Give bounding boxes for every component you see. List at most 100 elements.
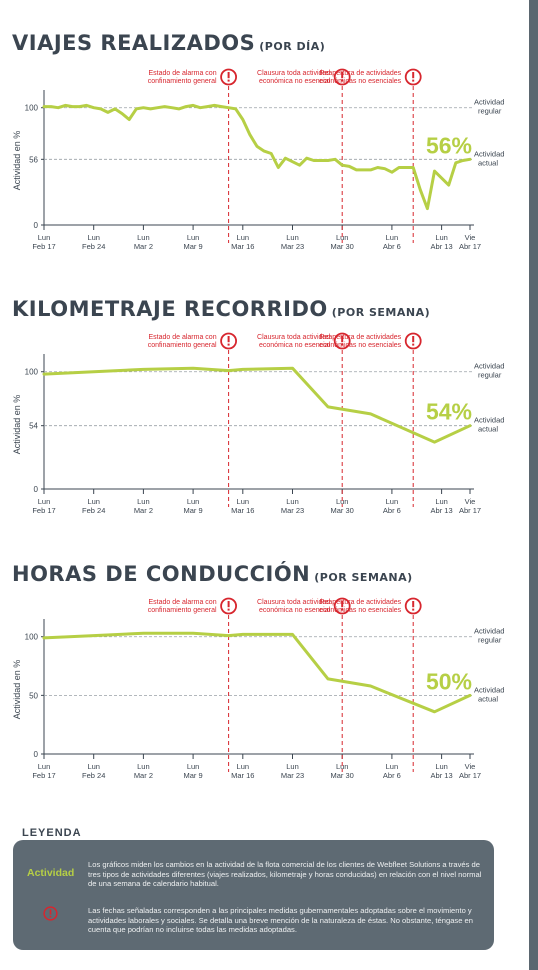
alert-icon <box>404 332 422 350</box>
x-tick-label-date: Mar 30 <box>331 242 354 251</box>
event-label: económicas no esenciales <box>319 342 402 349</box>
reference-label: Actividad <box>474 98 504 107</box>
event-label: Clausura toda actividad <box>257 70 330 77</box>
event-label: confinamiento general <box>148 78 217 85</box>
event-label: Clausura toda actividad <box>257 334 330 341</box>
legend-measures-text: Las fechas señaladas corresponden a las … <box>88 906 473 934</box>
legend-title: LEYENDA <box>22 827 82 839</box>
y-axis-label: Actividad en % <box>12 395 22 455</box>
x-tick-label-date: Mar 30 <box>331 771 354 780</box>
x-tick-label-day: Lun <box>336 233 349 242</box>
x-tick-label-date: Mar 2 <box>134 242 153 251</box>
x-tick-label-date: Feb 17 <box>32 242 55 251</box>
y-axis-label: Actividad en % <box>12 131 22 191</box>
x-tick-label-date: Mar 2 <box>134 506 153 515</box>
reference-label: regular <box>478 636 502 645</box>
event-label: económica no esencial <box>259 607 331 614</box>
series-line <box>42 103 472 211</box>
x-tick-label-day: Lun <box>386 233 399 242</box>
reference-label: actual <box>478 158 498 167</box>
y-tick-label: 0 <box>34 750 39 759</box>
event-label: económicas no esenciales <box>319 78 402 85</box>
reference-label: Actividad <box>474 627 504 636</box>
x-tick-label-date: Feb 17 <box>32 771 55 780</box>
alert-icon <box>220 332 238 350</box>
x-tick-label-day: Lun <box>137 233 150 242</box>
alert-icon <box>220 597 238 615</box>
x-tick-label-date: Mar 16 <box>231 242 254 251</box>
current-value-callout: 54% <box>426 399 472 425</box>
event-label: confinamiento general <box>148 342 217 349</box>
x-tick-label-day: Lun <box>87 497 100 506</box>
reference-label: Actividad <box>474 416 504 425</box>
reference-label: Actividad <box>474 685 504 694</box>
event-label: económica no esencial <box>259 342 331 349</box>
x-tick-label-day: Lun <box>237 233 250 242</box>
x-tick-label-day: Lun <box>237 762 250 771</box>
x-tick-label-day: Lun <box>286 762 299 771</box>
x-tick-label-day: Lun <box>435 762 448 771</box>
reference-label: actual <box>478 425 498 434</box>
alert-icon <box>43 906 58 921</box>
x-tick-label-day: Lun <box>187 762 200 771</box>
x-tick-label-day: Lun <box>38 497 51 506</box>
x-tick-label-day: Lun <box>38 233 51 242</box>
reference-label: actual <box>478 694 498 703</box>
y-tick-label: 0 <box>34 485 39 494</box>
x-tick-label-day: Lun <box>87 762 100 771</box>
x-tick-label-day: Lun <box>237 497 250 506</box>
alert-icon <box>404 597 422 615</box>
y-tick-label: 56 <box>29 155 38 164</box>
event-label: confinamiento general <box>148 607 217 614</box>
section-title-kilometraje: KILOMETRAJE RECORRIDO (POR SEMANA) <box>12 297 431 321</box>
reference-label: regular <box>478 371 502 380</box>
series-line <box>42 366 472 444</box>
x-tick-label-day: Lun <box>38 762 51 771</box>
event-label: Reapertura de actividades <box>319 70 401 77</box>
event-label: Reapertura de actividades <box>319 599 401 606</box>
event-label: Reapertura de actividades <box>319 334 401 341</box>
y-axis-label: Actividad en % <box>12 660 22 720</box>
y-tick-label: 0 <box>34 221 39 230</box>
alert-icon <box>220 68 238 86</box>
event-label: Estado de alarma con <box>148 599 216 606</box>
x-tick-label-day: Lun <box>336 497 349 506</box>
x-tick-label-date: Mar 16 <box>231 506 254 515</box>
y-tick-label: 100 <box>25 633 39 642</box>
x-tick-label-date: Mar 16 <box>231 771 254 780</box>
x-tick-label-date: Mar 9 <box>184 242 203 251</box>
x-tick-label-date: Abr 17 <box>459 506 481 515</box>
x-tick-label-date: Feb 24 <box>82 242 105 251</box>
alert-icon <box>333 332 351 350</box>
x-tick-label-date: Abr 13 <box>431 242 453 251</box>
y-tick-label: 50 <box>29 691 38 700</box>
alert-icon <box>404 68 422 86</box>
x-tick-label-date: Mar 2 <box>134 771 153 780</box>
alert-icon <box>333 597 351 615</box>
event-label: Estado de alarma con <box>148 70 216 77</box>
section-title-horas: HORAS DE CONDUCCIÓN (POR SEMANA) <box>12 562 413 586</box>
x-tick-label-date: Abr 6 <box>383 771 401 780</box>
x-tick-label-date: Abr 13 <box>431 771 453 780</box>
event-label: económicas no esenciales <box>319 607 402 614</box>
x-tick-label-date: Mar 23 <box>281 242 304 251</box>
x-tick-label-date: Abr 17 <box>459 242 481 251</box>
x-tick-label-day: Lun <box>87 233 100 242</box>
x-tick-label-day: Lun <box>336 762 349 771</box>
x-tick-label-date: Mar 23 <box>281 506 304 515</box>
legend-box: Actividad Los gráficos miden los cambios… <box>13 840 494 950</box>
x-tick-label-day: Lun <box>286 233 299 242</box>
x-tick-label-day: Lun <box>137 762 150 771</box>
x-tick-label-date: Feb 17 <box>32 506 55 515</box>
x-tick-label-day: Lun <box>187 233 200 242</box>
x-tick-label-date: Abr 17 <box>459 771 481 780</box>
x-tick-label-day: Lun <box>187 497 200 506</box>
y-tick-label: 54 <box>29 422 38 431</box>
x-tick-label-date: Mar 23 <box>281 771 304 780</box>
x-tick-label-day: Lun <box>435 233 448 242</box>
x-tick-label-date: Abr 6 <box>383 506 401 515</box>
series-line <box>42 631 472 714</box>
x-tick-label-date: Abr 13 <box>431 506 453 515</box>
